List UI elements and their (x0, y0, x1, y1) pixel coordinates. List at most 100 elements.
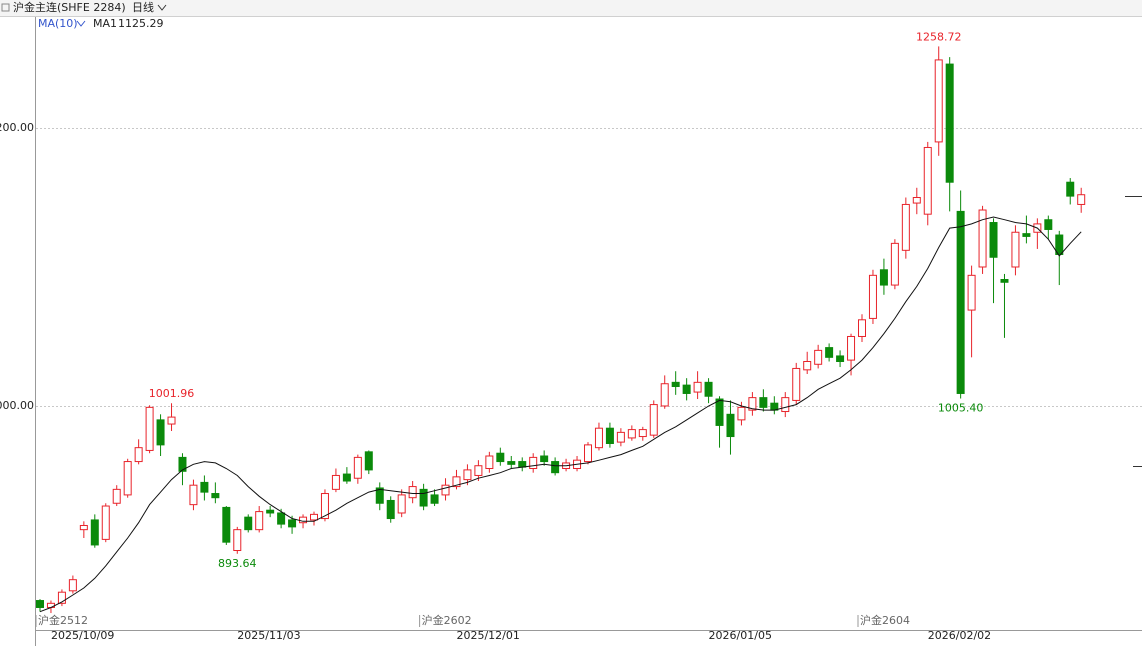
candle-body (112, 488, 121, 504)
candle-body (397, 494, 406, 514)
candle-body (967, 274, 976, 311)
extreme-label: 893.64 (218, 557, 257, 570)
candle-body (101, 505, 110, 540)
ma-line (39, 216, 1082, 613)
indicator-dropdown[interactable] (76, 20, 86, 27)
candle-body (759, 397, 768, 408)
candle-body (803, 360, 812, 371)
candle-body (956, 210, 965, 394)
candle-body (529, 456, 538, 470)
y-tick-label: 1000.00 (0, 399, 34, 412)
extreme-label: 1005.40 (938, 401, 984, 414)
candle-body (912, 197, 921, 204)
candle-body (890, 242, 899, 286)
candle-body (222, 506, 231, 543)
candle-body (638, 429, 647, 438)
extreme-label: 1001.96 (149, 387, 195, 400)
x-tick-label: 2025/10/09 (51, 629, 114, 642)
candle-body (923, 146, 932, 215)
candle-body (233, 529, 242, 552)
candle-body (123, 461, 132, 496)
candle-body (649, 404, 658, 436)
candle-body (189, 484, 198, 506)
indicator[interactable]: MA(10) (38, 17, 78, 30)
candle-body (430, 494, 439, 504)
candle-body (507, 461, 516, 465)
candle-body (288, 519, 297, 528)
candle-body (737, 406, 746, 421)
candle-body (594, 427, 603, 449)
candle-body (945, 63, 954, 183)
candle-body (1044, 219, 1053, 230)
candle-body (419, 488, 428, 507)
candle-body (90, 519, 99, 546)
candle-body (310, 513, 318, 521)
contract-label: 沪金2602 (422, 613, 472, 627)
candle-body (277, 512, 286, 525)
candle-body (68, 579, 77, 592)
candle-body (1077, 194, 1086, 205)
candle-body (156, 419, 165, 446)
candle-body (868, 274, 877, 319)
candle-body (605, 427, 614, 444)
candle-body (551, 461, 560, 474)
candle-body (792, 367, 801, 401)
icon (1, 3, 10, 12)
ma-legend-name: MA1 (93, 17, 117, 30)
candle-body (825, 347, 834, 358)
candle-body (145, 406, 154, 451)
candle-body (989, 222, 998, 258)
ma-legend-value: 1125.29 (118, 17, 164, 30)
candle-body (671, 381, 680, 388)
candle-body (1055, 234, 1064, 255)
candle-body (616, 431, 625, 443)
candle-body (836, 355, 845, 362)
candle-body (781, 397, 790, 413)
candle-body (441, 484, 450, 496)
symbol-title[interactable]: 沪金主连(SHFE 2284) (13, 0, 126, 14)
contract-label: 沪金2604 (860, 613, 910, 627)
period[interactable]: 日线 (132, 0, 154, 14)
candle-body (474, 465, 483, 476)
candle-body (299, 516, 308, 524)
x-tick-label: 2025/11/03 (237, 629, 300, 642)
candle-body (79, 524, 88, 531)
candle-body (858, 319, 866, 337)
candle-body (627, 429, 636, 439)
candle-body (255, 511, 264, 531)
toolbar (0, 0, 1142, 16)
candle-body (364, 451, 373, 471)
candle-body (704, 381, 713, 397)
y-tick-label: 1200.00 (0, 121, 34, 134)
candle-body (266, 509, 275, 514)
period-dropdown[interactable] (157, 4, 167, 11)
candle-body (584, 444, 592, 463)
candle-body (452, 476, 461, 488)
x-tick-label: 2026/02/02 (928, 629, 991, 642)
x-tick-label: 2026/01/05 (709, 629, 772, 642)
candle-body (331, 474, 340, 490)
candle-body (211, 493, 220, 499)
candle-body (342, 473, 351, 482)
candle-body (36, 600, 44, 608)
candle-body (200, 481, 209, 493)
candle-body (715, 398, 724, 426)
candle-body (57, 591, 66, 604)
candle-body (847, 335, 856, 361)
contract-label: 沪金2512 (38, 613, 88, 627)
candle-body (167, 416, 176, 425)
candle-body (879, 269, 888, 286)
candle-body (978, 209, 987, 268)
candle-body (748, 397, 757, 411)
candle-body (244, 516, 253, 531)
candle-body (726, 413, 735, 438)
candle-body (814, 349, 823, 365)
candle-body (485, 455, 494, 470)
candle-body (496, 452, 505, 463)
extreme-label: 1258.72 (916, 30, 962, 43)
candle-body (353, 456, 362, 479)
candle-body (178, 456, 187, 472)
candle-body (375, 487, 384, 504)
candle-body (693, 381, 702, 393)
candle-body (901, 203, 910, 251)
